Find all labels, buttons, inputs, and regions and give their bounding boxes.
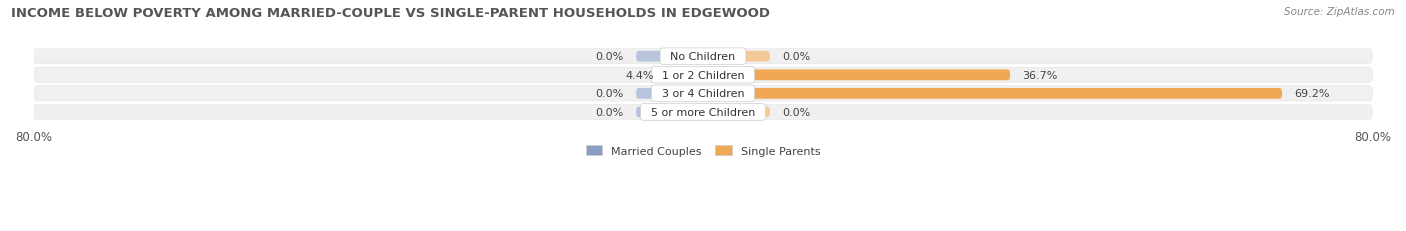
- FancyBboxPatch shape: [636, 89, 703, 99]
- FancyBboxPatch shape: [636, 52, 703, 62]
- Text: 69.2%: 69.2%: [1295, 89, 1330, 99]
- Text: Source: ZipAtlas.com: Source: ZipAtlas.com: [1284, 7, 1395, 17]
- Text: 5 or more Children: 5 or more Children: [644, 107, 762, 117]
- FancyBboxPatch shape: [703, 52, 770, 62]
- Text: 4.4%: 4.4%: [626, 70, 654, 80]
- Text: 3 or 4 Children: 3 or 4 Children: [655, 89, 751, 99]
- Text: 36.7%: 36.7%: [1022, 70, 1059, 80]
- Text: 0.0%: 0.0%: [595, 107, 623, 117]
- Text: 0.0%: 0.0%: [595, 89, 623, 99]
- FancyBboxPatch shape: [666, 70, 703, 81]
- FancyBboxPatch shape: [34, 68, 1372, 83]
- Text: 0.0%: 0.0%: [783, 52, 811, 62]
- Text: INCOME BELOW POVERTY AMONG MARRIED-COUPLE VS SINGLE-PARENT HOUSEHOLDS IN EDGEWOO: INCOME BELOW POVERTY AMONG MARRIED-COUPL…: [11, 7, 770, 20]
- Text: 1 or 2 Children: 1 or 2 Children: [655, 70, 751, 80]
- Text: 0.0%: 0.0%: [783, 107, 811, 117]
- Legend: Married Couples, Single Parents: Married Couples, Single Parents: [581, 141, 825, 160]
- Text: 0.0%: 0.0%: [595, 52, 623, 62]
- FancyBboxPatch shape: [703, 89, 1282, 99]
- FancyBboxPatch shape: [703, 107, 770, 118]
- Text: No Children: No Children: [664, 52, 742, 62]
- FancyBboxPatch shape: [636, 107, 703, 118]
- FancyBboxPatch shape: [34, 105, 1372, 120]
- FancyBboxPatch shape: [703, 70, 1010, 81]
- FancyBboxPatch shape: [34, 49, 1372, 65]
- FancyBboxPatch shape: [34, 86, 1372, 102]
